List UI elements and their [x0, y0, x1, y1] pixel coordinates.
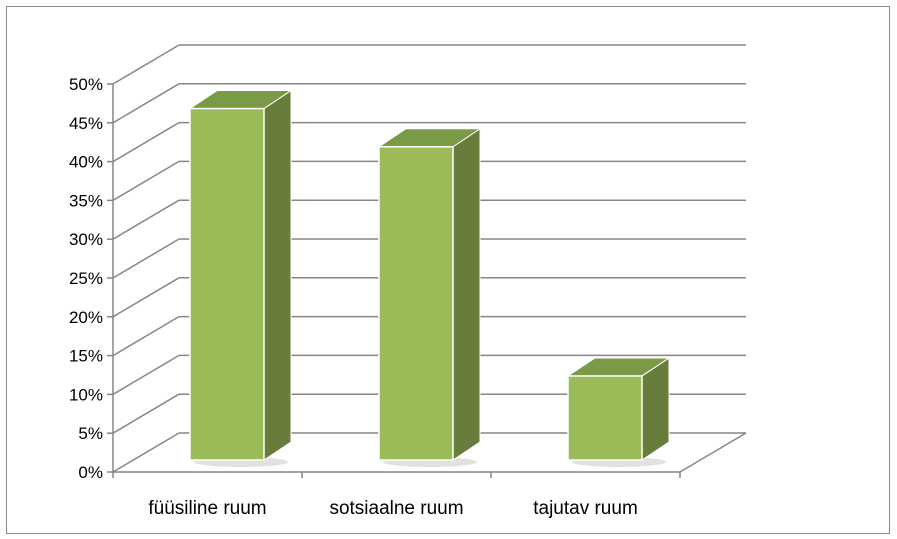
gridline-side: [112, 160, 180, 202]
y-tick-label: 15%: [69, 347, 103, 366]
bar: [378, 146, 454, 461]
x-tick-label: sotsiaalne ruum: [329, 498, 463, 519]
y-tick-label: 30%: [69, 230, 103, 249]
x-tick-label: tajutav ruum: [533, 498, 638, 519]
y-tick-label: 50%: [69, 75, 103, 94]
gridline-side: [112, 277, 180, 318]
y-tick-label: 45%: [69, 114, 103, 133]
gridline-side: [112, 121, 180, 163]
y-tick-label: 5%: [78, 424, 103, 443]
bar-side: [452, 127, 481, 461]
floor-edge: [679, 432, 747, 473]
y-tick-label: 25%: [69, 269, 103, 288]
bar-side: [263, 89, 292, 461]
y-tick-label: 20%: [69, 308, 103, 327]
y-tick-label: 40%: [69, 153, 103, 172]
gridline-side: [112, 83, 180, 124]
gridline-side: [112, 238, 180, 279]
gridline-side: [112, 393, 180, 434]
y-tick-label: 35%: [69, 191, 103, 210]
y-tick-label: 0%: [78, 463, 103, 482]
gridline-side: [112, 432, 180, 473]
gridline-side: [112, 354, 180, 396]
gridline-side: [112, 315, 180, 357]
bar: [567, 375, 643, 461]
x-tick-label: füüsiline ruum: [148, 498, 266, 519]
gridline-side: [112, 199, 180, 240]
gridline-side: [112, 44, 180, 85]
y-tick-label: 10%: [69, 385, 103, 404]
bar: [189, 107, 265, 461]
